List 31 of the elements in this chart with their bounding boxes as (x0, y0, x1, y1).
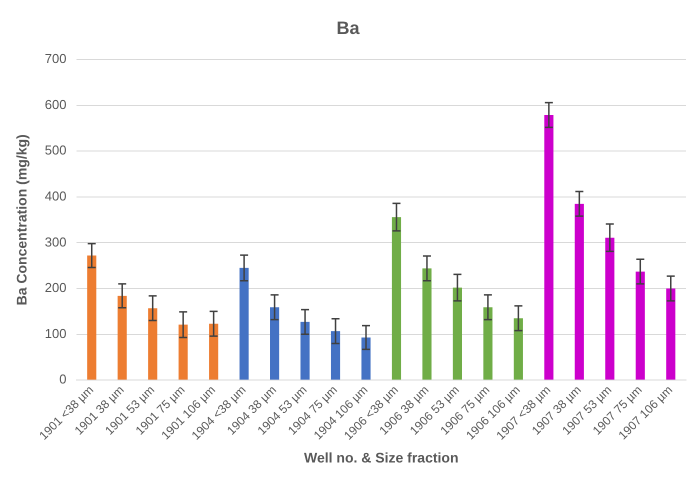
y-tick-label: 500 (44, 142, 66, 158)
y-tick-label: 600 (44, 96, 66, 112)
bar (483, 307, 492, 380)
bar (574, 204, 584, 380)
bar (452, 288, 462, 380)
bar (87, 256, 96, 380)
bar (605, 238, 614, 380)
bar (209, 324, 218, 380)
bar (636, 272, 645, 380)
bar (422, 268, 432, 380)
chart-title: Ba (336, 18, 360, 38)
y-tick-label: 300 (44, 234, 66, 250)
y-tick-label: 700 (44, 51, 66, 66)
bar (240, 268, 249, 380)
bar (666, 288, 676, 380)
bar (118, 296, 127, 380)
bar (330, 331, 340, 380)
bar (300, 322, 310, 380)
bar (148, 308, 158, 380)
bar (178, 324, 188, 380)
bar (392, 217, 402, 380)
y-tick-label: 400 (44, 188, 66, 204)
bar (361, 338, 371, 380)
x-axis-title: Well no. & Size fraction (304, 449, 459, 466)
y-tick-label: 200 (44, 280, 66, 296)
y-tick-label: 0 (59, 372, 66, 387)
bar (544, 114, 554, 380)
y-tick-label: 100 (44, 326, 66, 341)
y-axis-title: Ba Concentration (mg/kg) (13, 134, 30, 306)
bar (270, 307, 280, 380)
bar (514, 318, 523, 380)
